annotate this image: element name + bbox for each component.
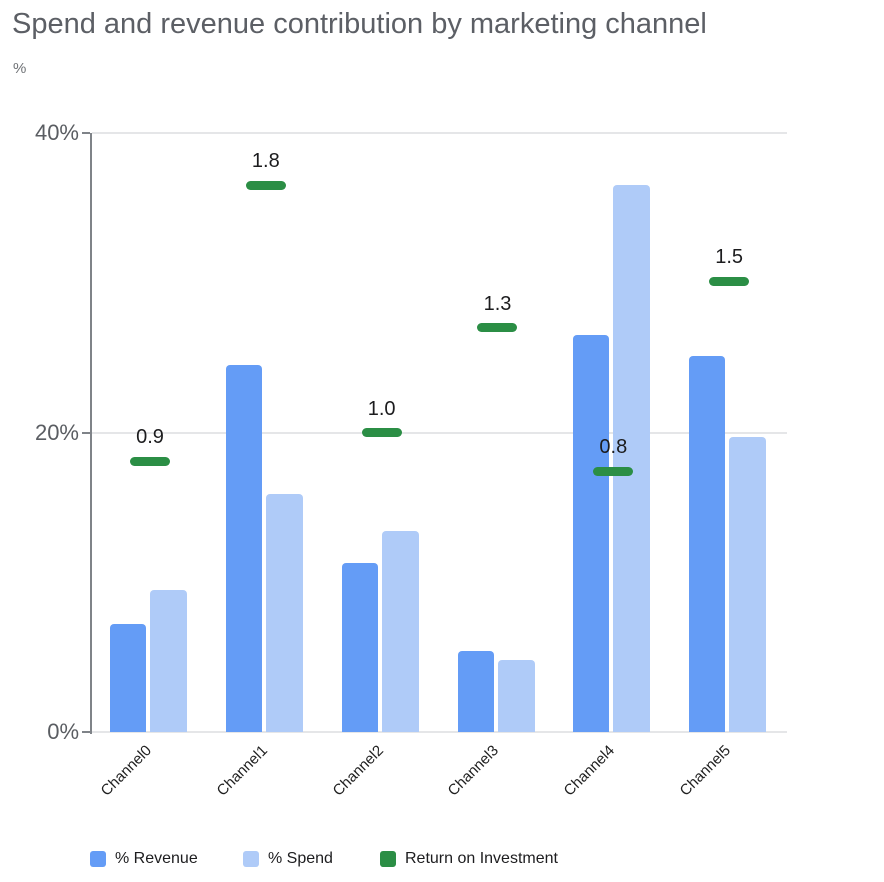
- bar-revenue-channel2[interactable]: [341, 562, 378, 732]
- y-axis-label-40: 40%: [34, 120, 79, 145]
- bar-revenue-channel5[interactable]: [689, 356, 726, 732]
- bar-spend-channel3[interactable]: [497, 660, 535, 732]
- roi-marker-channel4[interactable]: [593, 466, 634, 476]
- roi-value-label-channel2: 1.0: [367, 397, 396, 420]
- roi-marker-channel5[interactable]: [709, 276, 750, 286]
- roi-marker-channel1[interactable]: [245, 180, 286, 190]
- y-axis-line: [90, 133, 92, 734]
- legend-label-spend: % Spend: [268, 850, 333, 867]
- roi-value-label-channel3: 1.3: [483, 292, 512, 315]
- y-axis-tick-40: [82, 132, 90, 134]
- bar-revenue-channel1[interactable]: [225, 365, 262, 732]
- bar-revenue-channel0[interactable]: [110, 624, 146, 732]
- plot-area: 0% 20% 40% 0.9 Channel0 1.8 Channel1 1.0 Channel…: [35, 121, 787, 799]
- bar-spend-channel2[interactable]: [381, 531, 419, 732]
- y-axis-label-0: 0%: [47, 719, 79, 744]
- gridline-20: [92, 431, 787, 434]
- bar-revenue-channel3[interactable]: [457, 651, 494, 732]
- roi-marker-channel0[interactable]: [129, 456, 170, 466]
- bar-spend-channel5[interactable]: [729, 437, 767, 732]
- gridline-0: [92, 731, 787, 733]
- bar-spend-channel4[interactable]: [613, 185, 651, 732]
- roi-marker-channel2[interactable]: [361, 428, 402, 437]
- legend-item-revenue[interactable]: % Revenue: [90, 849, 198, 869]
- y-axis-tick-20: [82, 431, 90, 434]
- category-label-channel5: Channel5: [676, 742, 735, 800]
- roi-value-label-channel4: 0.8: [599, 436, 628, 459]
- roi-marker-channel3[interactable]: [477, 323, 518, 333]
- revenue-swatch-icon: [90, 851, 106, 867]
- y-axis-tick-0: [82, 731, 90, 733]
- y-axis-label-20: 20%: [34, 419, 79, 445]
- legend-label-revenue: % Revenue: [115, 850, 198, 867]
- roi-value-label-channel1: 1.8: [251, 150, 280, 173]
- y-axis-unit-label: %: [13, 60, 27, 77]
- legend-item-spend[interactable]: % Spend: [243, 849, 333, 869]
- bar-revenue-channel4[interactable]: [573, 335, 610, 732]
- roi-value-label-channel5: 1.5: [715, 246, 744, 269]
- roi-value-label-channel0: 0.9: [136, 426, 164, 448]
- spend-swatch-icon: [243, 851, 259, 867]
- bar-spend-channel0[interactable]: [150, 589, 187, 732]
- gridline-40: [92, 132, 787, 134]
- legend-item-roi[interactable]: Return on Investment: [380, 849, 558, 869]
- chart-title: Spend and revenue contribution by market…: [12, 8, 707, 40]
- legend-label-roi: Return on Investment: [405, 850, 558, 867]
- bar-spend-channel1[interactable]: [265, 493, 303, 732]
- roi-swatch-icon: [380, 851, 396, 867]
